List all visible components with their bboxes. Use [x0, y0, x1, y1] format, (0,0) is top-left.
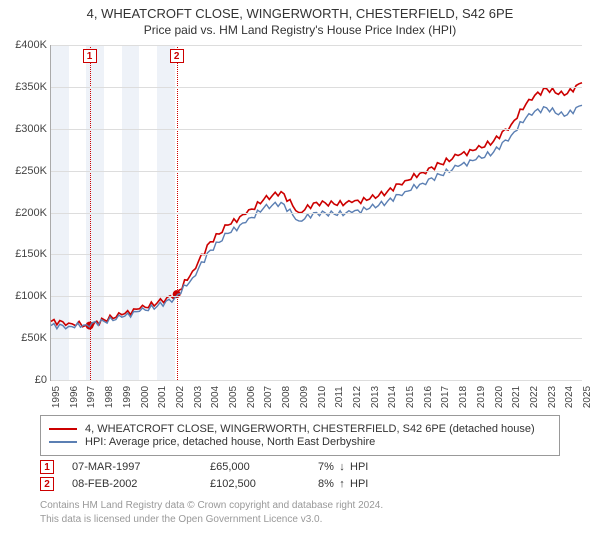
- gridline: [51, 296, 582, 297]
- legend-item: 4, WHEATCROFT CLOSE, WINGERWORTH, CHESTE…: [49, 423, 551, 435]
- x-axis-label: 1996: [69, 385, 80, 409]
- footer: Contains HM Land Registry data © Crown c…: [40, 499, 560, 526]
- gridline: [51, 213, 582, 214]
- page-subtitle: Price paid vs. HM Land Registry's House …: [10, 23, 590, 37]
- gridline: [51, 254, 582, 255]
- y-axis-label: £350K: [5, 81, 47, 93]
- x-axis-label: 2002: [175, 385, 186, 409]
- gridline: [51, 45, 582, 46]
- y-axis-label: £150K: [5, 248, 47, 260]
- footer-line: Contains HM Land Registry data © Crown c…: [40, 499, 560, 513]
- legend-swatch-blue: [49, 441, 77, 443]
- gridline: [51, 171, 582, 172]
- legend-label: HPI: Average price, detached house, Nort…: [85, 436, 375, 448]
- chart-container: 4, WHEATCROFT CLOSE, WINGERWORTH, CHESTE…: [0, 0, 600, 560]
- events-table: 1 07-MAR-1997 £65,000 7% ↓ HPI 2 08-FEB-…: [40, 460, 560, 491]
- y-axis-label: £50K: [5, 332, 47, 344]
- legend: 4, WHEATCROFT CLOSE, WINGERWORTH, CHESTE…: [40, 415, 560, 456]
- event-row: 1 07-MAR-1997 £65,000 7% ↓ HPI: [40, 460, 560, 474]
- series-line-red: [51, 83, 582, 328]
- y-axis-label: £0: [5, 374, 47, 386]
- x-axis-label: 2010: [317, 385, 328, 409]
- y-axis-label: £300K: [5, 123, 47, 135]
- event-row: 2 08-FEB-2002 £102,500 8% ↑ HPI: [40, 477, 560, 491]
- y-axis-label: £400K: [5, 39, 47, 51]
- x-axis-label: 1999: [122, 385, 133, 409]
- event-delta: 8% ↑ HPI: [318, 478, 368, 490]
- x-axis-label: 2020: [494, 385, 505, 409]
- plot-area: £0£50K£100K£150K£200K£250K£300K£350K£400…: [50, 45, 582, 381]
- x-axis-label: 2024: [564, 385, 575, 409]
- chart: £0 £50K £100K £150K £200K £250K £300K £350K £400…: [4, 39, 590, 409]
- x-axis-label: 2004: [210, 385, 221, 409]
- x-axis-label: 2009: [299, 385, 310, 409]
- x-axis-label: 2008: [281, 385, 292, 409]
- x-axis-label: 2016: [423, 385, 434, 409]
- page-title: 4, WHEATCROFT CLOSE, WINGERWORTH, CHESTE…: [10, 6, 590, 21]
- x-axis-label: 1998: [104, 385, 115, 409]
- gridline: [51, 87, 582, 88]
- event-date: 08-FEB-2002: [72, 478, 192, 490]
- x-axis-label: 2014: [387, 385, 398, 409]
- x-axis-label: 2007: [263, 385, 274, 409]
- legend-item: HPI: Average price, detached house, Nort…: [49, 436, 551, 448]
- x-axis-label: 2001: [157, 385, 168, 409]
- x-axis-label: 2011: [334, 385, 345, 409]
- x-axis-label: 1997: [86, 385, 97, 409]
- x-axis-label: 1995: [51, 385, 62, 409]
- x-axis-label: 2012: [352, 385, 363, 409]
- x-axis-label: 2023: [547, 385, 558, 409]
- y-axis-label: £250K: [5, 165, 47, 177]
- event-date: 07-MAR-1997: [72, 461, 192, 473]
- x-axis-label: 2000: [140, 385, 151, 409]
- event-price: £65,000: [210, 461, 300, 473]
- event-marker-icon: 2: [40, 477, 54, 491]
- x-axis-label: 2019: [476, 385, 487, 409]
- footer-line: This data is licensed under the Open Gov…: [40, 513, 560, 527]
- event-marker-icon: 1: [40, 460, 54, 474]
- event-marker-box: 1: [83, 49, 97, 63]
- x-axis-label: 2013: [370, 385, 381, 409]
- x-axis-label: 2022: [529, 385, 540, 409]
- up-arrow-icon: ↑: [337, 478, 347, 490]
- title-block: 4, WHEATCROFT CLOSE, WINGERWORTH, CHESTE…: [0, 0, 600, 39]
- x-axis-label: 2018: [458, 385, 469, 409]
- event-price: £102,500: [210, 478, 300, 490]
- x-axis-label: 2021: [511, 385, 522, 409]
- down-arrow-icon: ↓: [337, 461, 347, 473]
- gridline: [51, 338, 582, 339]
- gridline: [51, 129, 582, 130]
- event-marker-box: 2: [170, 49, 184, 63]
- event-delta: 7% ↓ HPI: [318, 461, 368, 473]
- y-axis-label: £200K: [5, 207, 47, 219]
- x-axis-label: 2015: [405, 385, 416, 409]
- y-axis-label: £100K: [5, 290, 47, 302]
- x-axis-label: 2003: [193, 385, 204, 409]
- x-axis-label: 2025: [582, 385, 593, 409]
- x-axis-label: 2005: [228, 385, 239, 409]
- legend-label: 4, WHEATCROFT CLOSE, WINGERWORTH, CHESTE…: [85, 423, 535, 435]
- x-axis-label: 2006: [246, 385, 257, 409]
- x-axis-label: 2017: [440, 385, 451, 409]
- gridline: [51, 380, 582, 381]
- legend-swatch-red: [49, 428, 77, 430]
